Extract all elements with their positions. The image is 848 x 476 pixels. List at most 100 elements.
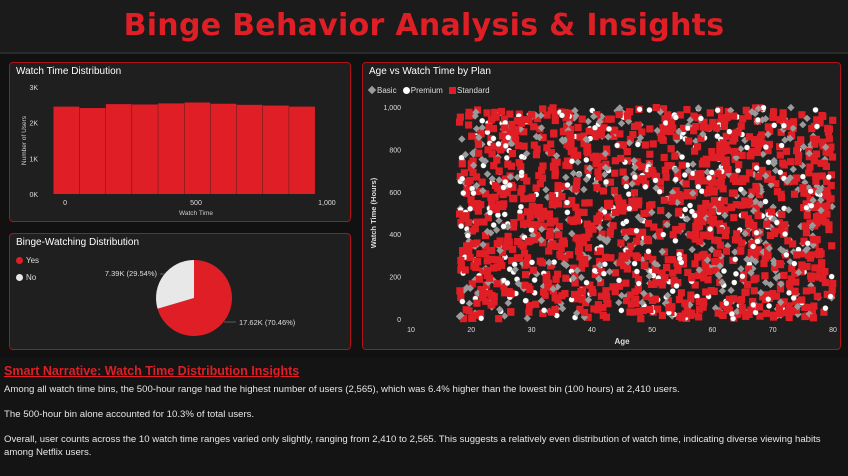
scatter-point-standard bbox=[717, 175, 725, 183]
scatter-point-premium bbox=[825, 174, 832, 181]
binge-panel[interactable]: Binge-Watching Distribution Yes No 17.62… bbox=[9, 233, 351, 350]
scatter-point-premium bbox=[529, 259, 535, 266]
scatter-point-standard bbox=[779, 109, 787, 117]
watch-time-panel[interactable]: Watch Time Distribution 0K 1K 2K 3K 0 500 1,00… bbox=[9, 62, 351, 222]
scatter-point-standard bbox=[520, 249, 529, 257]
scatter-point-standard bbox=[594, 306, 602, 314]
scatter-point-standard bbox=[791, 177, 799, 185]
scatter-point-standard bbox=[623, 265, 631, 273]
scatter-point-basic bbox=[794, 268, 803, 277]
scatter-point-standard bbox=[619, 141, 627, 149]
scatter-point-standard bbox=[705, 202, 714, 210]
scatter-point-standard bbox=[807, 272, 815, 280]
scatter-point-standard bbox=[772, 180, 780, 188]
scatter-point-standard bbox=[483, 257, 491, 265]
scatter-point-standard bbox=[712, 266, 720, 275]
scatter-point-standard bbox=[719, 311, 727, 319]
scatter-point-basic bbox=[483, 170, 492, 178]
scatter-point-standard bbox=[473, 106, 482, 114]
legend-no[interactable]: No bbox=[16, 273, 36, 282]
scatter-point-standard bbox=[691, 281, 699, 289]
scatter-point-standard bbox=[737, 122, 745, 130]
scatter-point-standard bbox=[800, 237, 808, 245]
scatter-point-basic bbox=[596, 224, 604, 232]
scatter-point-standard bbox=[465, 219, 473, 227]
scatter-point-premium bbox=[790, 295, 797, 301]
scatter-point-standard bbox=[593, 111, 601, 119]
scatter-point-standard bbox=[750, 287, 758, 295]
scatter-point-standard bbox=[822, 218, 830, 226]
scatter-point-standard bbox=[532, 151, 541, 159]
scatter-point-standard bbox=[770, 263, 779, 272]
scatter-point-standard bbox=[723, 146, 732, 154]
scatter-point-premium bbox=[652, 177, 659, 184]
x-tick-label: 80 bbox=[829, 327, 837, 334]
scatter-point-standard bbox=[500, 124, 508, 132]
scatter-point-standard bbox=[580, 132, 588, 140]
scatter-point-basic bbox=[786, 134, 794, 143]
scatter-point-standard bbox=[642, 170, 650, 178]
scatter-point-standard bbox=[479, 294, 487, 302]
legend-standard[interactable]: Standard bbox=[449, 86, 490, 95]
scatter-point-standard bbox=[492, 113, 500, 121]
scatter-point-premium bbox=[827, 293, 834, 300]
scatter-point-basic bbox=[472, 181, 481, 190]
scatter-point-standard bbox=[539, 162, 547, 170]
scatter-point-standard bbox=[547, 149, 555, 157]
scatter-point-standard bbox=[456, 287, 464, 295]
scatter-point-standard bbox=[590, 305, 598, 313]
scatter-point-standard bbox=[493, 240, 501, 248]
scatter-chart[interactable]: 0 200 400 600 800 1,000 10 20 30 40 50 60 70 80 Age Wat… bbox=[363, 63, 840, 349]
scatter-point-standard bbox=[702, 155, 710, 163]
scatter-point-standard bbox=[561, 290, 569, 298]
scatter-point-basic bbox=[817, 206, 825, 215]
scatter-point-standard bbox=[465, 112, 473, 120]
scatter-point-standard bbox=[724, 165, 732, 174]
x-tick-label: 0 bbox=[63, 200, 67, 207]
scatter-point-standard bbox=[535, 172, 543, 180]
scatter-point-standard bbox=[611, 269, 619, 277]
scatter-point-premium bbox=[799, 173, 806, 180]
scatter-point-standard bbox=[512, 125, 520, 133]
legend-yes[interactable]: Yes bbox=[16, 256, 39, 265]
scatter-point-premium bbox=[564, 199, 570, 206]
scatter-point-standard bbox=[731, 172, 739, 180]
scatter-point-standard bbox=[672, 132, 680, 140]
scatter-point-standard bbox=[699, 123, 707, 131]
legend-basic[interactable]: Basic bbox=[367, 85, 397, 95]
scatter-point-standard bbox=[694, 171, 702, 179]
x-tick-label: 10 bbox=[407, 327, 415, 334]
scatter-point-standard bbox=[707, 286, 715, 295]
scatter-point-standard bbox=[504, 232, 512, 241]
scatter-point-standard bbox=[501, 289, 509, 297]
scatter-point-basic bbox=[793, 302, 802, 311]
scatter-point-standard bbox=[517, 213, 525, 221]
scatter-point-standard bbox=[827, 171, 836, 179]
scatter-point-standard bbox=[668, 194, 676, 202]
scatter-point-standard bbox=[819, 142, 827, 150]
scatter-point-standard bbox=[720, 197, 728, 205]
watch-time-chart[interactable]: 0K 1K 2K 3K 0 500 1,000 Watch Time Number of Use… bbox=[10, 63, 350, 221]
scatter-point-standard bbox=[794, 158, 802, 166]
scatter-point-standard bbox=[474, 207, 483, 215]
legend-premium[interactable]: Premium bbox=[402, 86, 443, 95]
scatter-point-basic bbox=[573, 266, 581, 275]
scatter-point-standard bbox=[481, 190, 490, 198]
scatter-point-standard bbox=[768, 175, 776, 183]
scatter-point-standard bbox=[496, 144, 504, 152]
scatter-panel[interactable]: Age vs Watch Time by Plan Basic Premium … bbox=[362, 62, 841, 350]
scatter-point-premium bbox=[633, 268, 640, 275]
scatter-point-standard bbox=[638, 163, 646, 171]
scatter-point-premium bbox=[735, 167, 741, 174]
scatter-point-basic bbox=[664, 211, 673, 219]
scatter-point-standard bbox=[828, 242, 836, 250]
scatter-point-standard bbox=[829, 116, 837, 124]
scatter-point-standard bbox=[813, 292, 821, 300]
bar bbox=[210, 103, 237, 194]
binge-pie-chart[interactable]: 17.62K (70.46%) 7.39K (29.54%) bbox=[10, 234, 350, 349]
scatter-point-standard bbox=[526, 285, 534, 294]
scatter-point-standard bbox=[667, 118, 675, 126]
scatter-point-standard bbox=[756, 312, 764, 320]
scatter-point-standard bbox=[738, 151, 746, 159]
scatter-point-standard bbox=[754, 246, 762, 254]
